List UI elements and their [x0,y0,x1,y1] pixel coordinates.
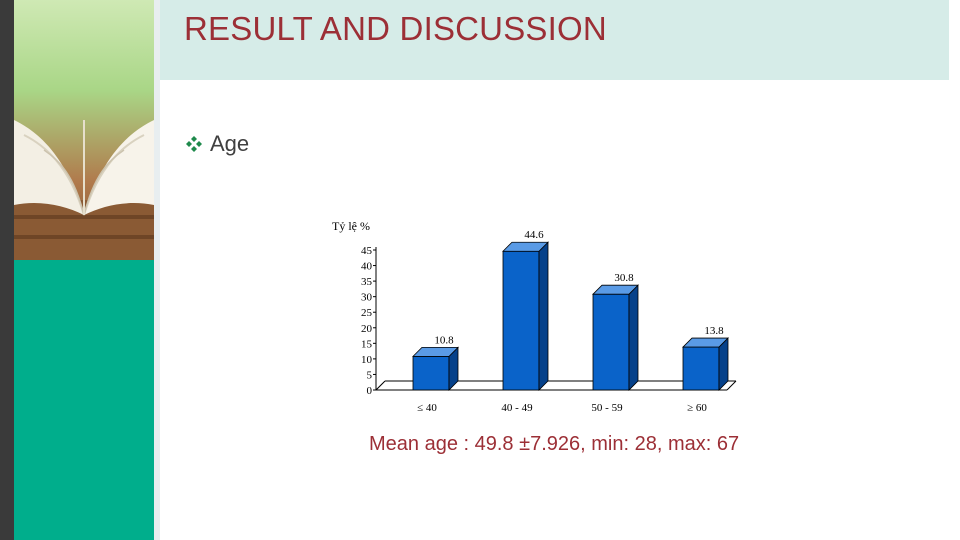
bar [412,355,450,391]
page-title: RESULT AND DISCUSSION [184,10,607,47]
y-tick-label: 25 [361,307,373,319]
open-book-image [14,0,154,260]
bar-top [592,284,639,295]
panel-separator [154,0,160,540]
floor-right-edge [726,380,737,391]
bar [682,346,720,391]
floor-left-edge [375,380,386,391]
data-label: 10.8 [434,334,454,346]
bar [502,250,540,391]
bar-top [502,241,549,252]
data-label: 44.6 [524,229,544,241]
y-tick-label: 5 [367,369,373,381]
mean-age-caption: Mean age : 49.8 ±7.926, min: 28, max: 67 [369,433,740,455]
bar-side [628,284,639,391]
y-tick-label: 15 [361,338,373,350]
y-tick-label: 35 [361,276,373,288]
teal-panel [14,260,154,540]
bar-top [412,346,459,357]
x-tick-label: ≤ 40 [417,402,437,414]
x-tick-label: 50 - 59 [591,402,623,414]
y-tick-label: 0 [367,385,373,397]
data-label: 30.8 [614,272,634,284]
x-tick-label: ≥ 60 [687,402,707,414]
data-label: 13.8 [704,325,724,337]
bar-side [538,241,549,391]
left-dark-strip [0,0,14,540]
bar [592,293,630,391]
bullet-item: Age [186,131,249,157]
y-tick-label: 40 [361,261,373,273]
y-tick-label: 45 [361,245,373,257]
title-band [160,0,949,80]
x-tick-label: 40 - 49 [501,402,533,414]
bullet-label: Age [210,131,250,156]
y-tick-label: 30 [361,292,373,304]
y-tick-label: 20 [361,323,373,335]
age-bar-chart: Tỷ lệ % 45 40 35 30 25 20 15 10 5 0 10.8 ≤ 40 44.6 4… [332,219,737,414]
diamond-bullet-icon [186,136,202,152]
bar-top [682,337,729,348]
y-tick-label: 10 [361,354,373,366]
y-axis-title: Tỷ lệ % [332,219,370,233]
